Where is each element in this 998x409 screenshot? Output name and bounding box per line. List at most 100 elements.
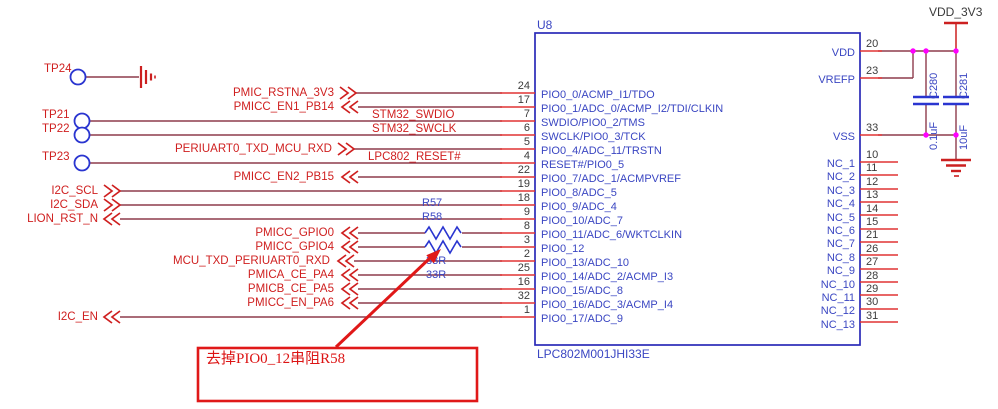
port-lion-rst-n[interactable]: LION_RST_N (27, 213, 98, 225)
test-point-pads[interactable] (69, 68, 91, 172)
resistor-r57-designator: R57 (422, 197, 443, 209)
ic-pin-label: NC_4 (826, 198, 855, 210)
resistor-r58-value: 33R (426, 269, 447, 281)
pin-number: 32 (517, 290, 530, 302)
ic-pin-label: NC_2 (826, 171, 855, 183)
pin-number: 20 (866, 38, 879, 50)
ic-pin-label: NC_7 (826, 238, 855, 250)
ic-pin-label: NC_6 (826, 225, 855, 237)
ic-designator: U8 (537, 18, 553, 32)
port-mcu-txd-periuart0-rxd[interactable]: MCU_TXD_PERIUART0_RXD (173, 255, 330, 267)
pin-number: 25 (517, 262, 530, 274)
pin-number: 21 (866, 229, 879, 241)
testpoint-tp24-pad (69, 68, 87, 86)
pin-number: 7 (523, 108, 530, 120)
resistor-r57-value: 33R (426, 255, 447, 267)
port-i2c-scl[interactable]: I2C_SCL (51, 185, 98, 197)
net-wires[interactable] (86, 50, 957, 318)
port-chevron-left-icon (336, 254, 355, 268)
net-label-lpc802-reset[interactable]: LPC802_RESET# (368, 151, 461, 163)
ic-pin-label: PIO0_4/ADC_11/TRSTN (541, 145, 662, 157)
ic-pin-label: VDD (831, 47, 855, 59)
ic-pin-label: VREFP (818, 74, 855, 86)
ic-pin-label: PIO0_9/ADC_4 (541, 201, 617, 213)
port-pmic-rstna-3v3[interactable]: PMIC_RSTNA_3V3 (233, 87, 334, 99)
ic-pin-label: NC_13 (820, 319, 855, 331)
ic-pin-label: PIO0_17/ADC_9 (541, 313, 623, 325)
ic-pin-label: NC_12 (820, 305, 855, 317)
pin-number: 24 (517, 80, 530, 92)
ground-earth-icon (941, 158, 971, 177)
pin-number: 18 (517, 192, 530, 204)
capacitor-c280-designator: C280 (928, 72, 940, 99)
port-chevron-right-icon (103, 198, 122, 212)
port-chevron-left-icon (340, 100, 359, 114)
port-periuart0-txd-mcu-rxd[interactable]: PERIUART0_TXD_MCU_RXD (175, 143, 332, 155)
testpoint-tp23-pad (73, 154, 91, 172)
port-chevron-left-icon (340, 268, 359, 282)
junction-dots (910, 48, 959, 138)
pin-number: 4 (523, 150, 530, 162)
testpoint-tp22-label: TP22 (42, 123, 70, 135)
port-chevron-left-icon (340, 296, 359, 310)
capacitors[interactable] (913, 95, 969, 106)
testpoint-tp24-label: TP24 (44, 63, 72, 75)
ic-body[interactable] (534, 32, 861, 346)
ic-pin-label: VSS (832, 131, 855, 143)
ic-pin-label: NC_5 (826, 212, 855, 224)
port-chevron-right-icon (337, 142, 356, 156)
port-pmicc-en-pa6[interactable]: PMICC_EN_PA6 (247, 297, 334, 309)
pin-number: 1 (523, 304, 530, 316)
port-pmica-ce-pa4[interactable]: PMICA_CE_PA4 (247, 269, 334, 281)
pin-number: 9 (523, 206, 530, 218)
port-pmicc-gpio0[interactable]: PMICC_GPIO0 (255, 227, 334, 239)
ic-pin-label: PIO0_10/ADC_7 (541, 215, 623, 227)
resistor-r58-symbol (424, 239, 462, 255)
ic-pin-label: NC_3 (826, 185, 855, 197)
power-port-icon[interactable] (944, 21, 968, 51)
pin-number: 29 (866, 283, 879, 295)
port-chevron-left-icon (340, 170, 359, 184)
ic-pin-label: NC_10 (820, 279, 855, 291)
resistors[interactable] (424, 225, 462, 255)
pin-number: 28 (866, 270, 879, 282)
ic-pin-label: PIO0_14/ADC_2/ACMP_I3 (541, 271, 674, 283)
ic-pin-label: PIO0_7/ADC_1/ACMPVREF (541, 173, 681, 185)
ic-pin-label: PIO0_13/ADC_10 (541, 257, 630, 269)
pin-number: 5 (523, 136, 530, 148)
testpoint-tp22-pad (73, 126, 91, 144)
ic-pin-label: RESET#/PIO0_5 (541, 159, 625, 171)
ic-pin-stubs (500, 50, 898, 323)
pin-number: 3 (523, 234, 530, 246)
pin-number: 17 (517, 94, 530, 106)
port-i2c-en[interactable]: I2C_EN (57, 311, 98, 323)
pin-number: 11 (866, 162, 878, 174)
port-pmicc-gpio4[interactable]: PMICC_GPIO4 (255, 241, 334, 253)
testpoint-tp21-pad (73, 112, 91, 130)
ic-pin-label: PIO0_8/ADC_5 (541, 187, 617, 199)
ic-pin-label: NC_9 (826, 265, 855, 277)
pin-number: 15 (866, 216, 879, 228)
port-chevron-left-icon (340, 226, 359, 240)
port-pmicc-en1-pb14[interactable]: PMICC_EN1_PB14 (233, 101, 334, 113)
port-i2c-sda[interactable]: I2C_SDA (50, 199, 98, 211)
port-chevron-left-icon (340, 282, 359, 296)
ic-part-number: LPC802M001JHI33E (537, 347, 650, 361)
ic-pin-label: PIO0_0/ACMP_I1/TDO (541, 89, 655, 101)
port-pmicc-en2-pb15[interactable]: PMICC_EN2_PB15 (233, 171, 334, 183)
ic-pin-label: PIO0_12 (541, 243, 585, 255)
pin-number: 33 (866, 122, 879, 134)
resistor-r58-designator: R58 (422, 211, 443, 223)
pin-number: 14 (866, 203, 879, 215)
pin-number: 2 (523, 248, 530, 260)
net-label-stm32-swdio[interactable]: STM32_SWDIO (372, 109, 455, 121)
pin-number: 23 (866, 65, 879, 77)
capacitor-c280-value: 0.1uF (928, 121, 940, 150)
power-net-label: VDD_3V3 (929, 5, 983, 19)
pin-number: 6 (523, 122, 530, 134)
port-pmicb-ce-pa5[interactable]: PMICB_CE_PA5 (247, 283, 334, 295)
pin-number: 26 (866, 243, 879, 255)
net-label-stm32-swclk[interactable]: STM32_SWCLK (372, 123, 457, 135)
ic-pin-label: NC_8 (826, 252, 855, 264)
